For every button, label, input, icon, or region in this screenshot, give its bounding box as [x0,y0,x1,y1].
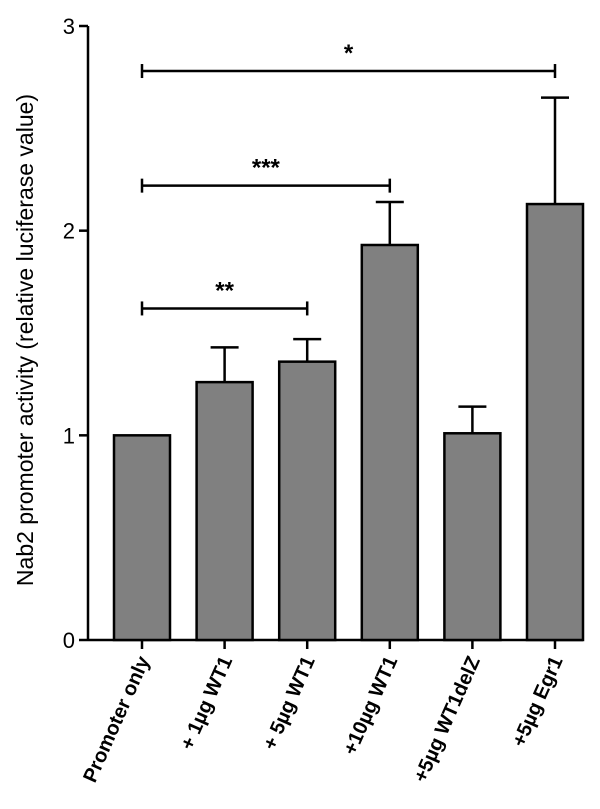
category-label: Promoter only [79,652,155,786]
significance-brackets: ****** [140,40,557,316]
y-tick-label: 0 [63,628,75,653]
bar [443,432,502,642]
bar [112,434,172,642]
category-label: + 5µg WT1 [259,653,320,753]
bar [360,243,420,642]
category-label: +5µg WT1delZ [410,653,485,786]
category-label: +5µg Egr1 [508,653,567,750]
y-tick-label: 1 [63,423,75,448]
significance-label: ** [215,277,234,304]
y-tick-label: 2 [63,219,75,244]
significance-label: * [344,40,354,67]
chart-bars [112,202,585,642]
bar [525,202,585,642]
category-label: +10µg WT1 [339,653,402,758]
bar [277,360,337,642]
y-tick-label: 3 [63,14,75,39]
category-label: + 1µg WT1 [176,653,237,753]
y-axis-title: Nab2 promoter activity (relative lucifer… [12,94,38,586]
category-labels: Promoter only + 1µg WT1 + 5µg WT1 +10µg WT1… [79,652,567,786]
error-bars [210,96,569,434]
bar [195,380,254,642]
significance-label: *** [252,155,281,182]
